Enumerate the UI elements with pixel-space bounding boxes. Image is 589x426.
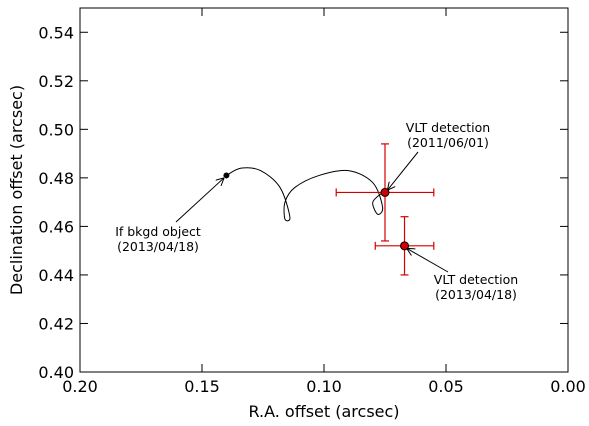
annotation-arrow-vlt1 (388, 151, 419, 189)
bkgd-start-point (223, 172, 230, 179)
x-tick-label: 0.15 (184, 377, 220, 396)
background-track-line (226, 167, 384, 222)
y-tick-label: 0.40 (38, 363, 74, 382)
point-layer (223, 172, 410, 251)
tick-layer: 0.20 0.15 0.10 0.05 0.00 0.40 0.42 0.44 0.46 0.48… (38, 8, 586, 396)
annotation-vlt2-line-1: (2013/04/18) (435, 287, 517, 302)
x-tick-label: 0.00 (550, 377, 586, 396)
annotation-vlt1-line-0: VLT detection (406, 120, 490, 135)
y-tick-label: 0.48 (38, 169, 74, 188)
x-tick-label: 0.20 (62, 377, 98, 396)
x-axis-label: R.A. offset (arcsec) (248, 402, 399, 421)
y-tick-label: 0.50 (38, 120, 74, 139)
y-tick-label: 0.42 (38, 314, 74, 333)
annotation-bkgd-line-0: If bkgd object (115, 224, 201, 239)
annotation-vlt1-line-1: (2011/06/01) (407, 135, 489, 150)
y-tick-label: 0.54 (38, 23, 74, 42)
y-tick-label: 0.52 (38, 72, 74, 91)
annotation-arrow-bkgd (175, 178, 223, 223)
x-tick-label: 0.05 (428, 377, 464, 396)
annotation-vlt2-line-0: VLT detection (434, 272, 518, 287)
y-axis-label: Declination offset (arcsec) (7, 85, 26, 295)
annotation-bkgd-line-1: (2013/04/18) (117, 239, 199, 254)
y-tick-label: 0.44 (38, 266, 74, 285)
annotation-layer: VLT detection(2011/06/01)If bkgd object(… (115, 120, 518, 302)
plot-frame (79, 7, 569, 373)
detection-point-2011/06/01 (380, 187, 390, 197)
y-tick-label: 0.46 (38, 217, 74, 236)
detection-point-2013/04/18 (400, 241, 410, 251)
x-tick-label: 0.10 (306, 377, 342, 396)
annotation-arrow-vlt2 (408, 249, 449, 273)
background-track-layer (226, 167, 384, 222)
